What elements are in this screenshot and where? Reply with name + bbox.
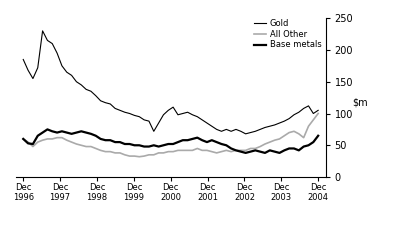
- Base metals: [204, 141, 209, 143]
- Legend: Gold, All Other, Base metals: Gold, All Other, Base metals: [254, 19, 322, 49]
- Gold: [84, 88, 89, 91]
- All Other: [316, 112, 320, 115]
- Gold: [204, 122, 209, 124]
- All Other: [171, 150, 175, 153]
- Base metals: [50, 130, 55, 133]
- Line: Base metals: Base metals: [23, 129, 318, 153]
- Base metals: [84, 131, 89, 134]
- Gold: [21, 58, 26, 61]
- Line: All Other: All Other: [23, 114, 318, 157]
- Gold: [316, 109, 320, 112]
- Gold: [287, 117, 291, 120]
- All Other: [204, 149, 209, 152]
- Gold: [171, 106, 175, 109]
- Base metals: [287, 147, 291, 150]
- Gold: [103, 101, 108, 104]
- Base metals: [171, 143, 175, 145]
- Y-axis label: $m: $m: [352, 98, 368, 108]
- Gold: [40, 30, 45, 32]
- All Other: [282, 134, 287, 137]
- Gold: [243, 133, 248, 135]
- Line: Gold: Gold: [23, 31, 318, 134]
- Base metals: [103, 139, 108, 142]
- All Other: [21, 138, 26, 140]
- Base metals: [316, 134, 320, 137]
- All Other: [79, 144, 84, 147]
- Base metals: [21, 138, 26, 140]
- Base metals: [45, 128, 50, 131]
- All Other: [98, 149, 103, 152]
- All Other: [137, 155, 142, 158]
- Base metals: [243, 152, 248, 154]
- All Other: [45, 138, 50, 140]
- Gold: [50, 42, 55, 45]
